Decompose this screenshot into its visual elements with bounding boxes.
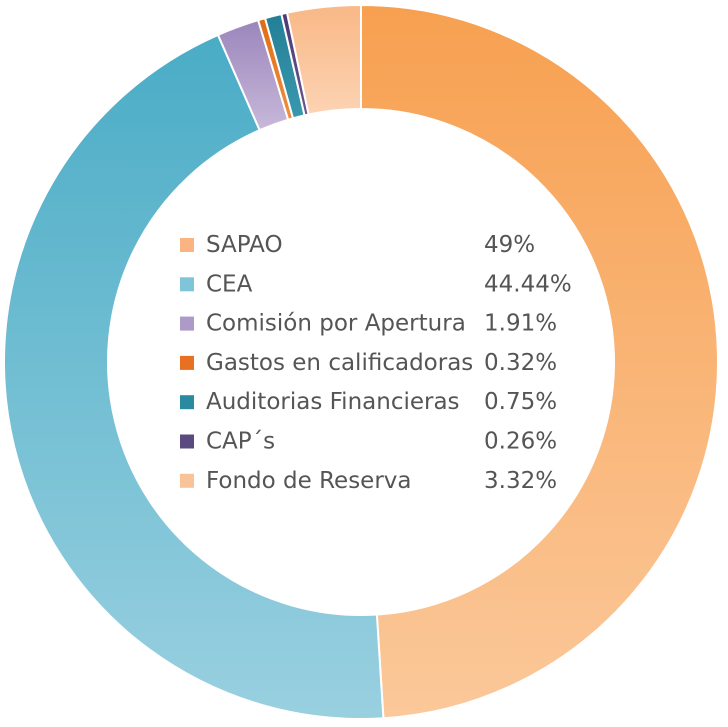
legend-swatch [180,316,194,331]
legend-swatch [180,395,194,410]
legend: SAPAO 49% CEA 44.44% Comisión por Apertura 1.… [180,232,572,494]
legend-label: Comisión por Apertura [206,311,466,337]
legend-item-auditorias-financieras: Auditorias Financieras 0.75% [180,389,557,415]
slice-sapao [360,3,719,720]
legend-item-cap-s: CAP´s 0.26% [180,429,557,455]
legend-value: 0.26% [484,429,557,455]
legend-value: 1.91% [484,311,557,337]
legend-value: 44.44% [484,271,572,297]
legend-value: 0.32% [484,350,557,376]
slice-cea [3,33,385,720]
legend-label: Auditorias Financieras [206,389,460,415]
legend-item-fondo-de-reserva: Fondo de Reserva 3.32% [180,468,557,494]
legend-item-gastos-en-calificadoras: Gastos en calificadoras 0.32% [180,350,557,376]
legend-item-sapao: SAPAO 49% [180,232,535,258]
slice-fondo-de-reserva [285,3,362,116]
legend-label: CAP´s [206,429,275,455]
legend-swatch [180,238,194,252]
legend-value: 0.75% [484,389,557,415]
legend-swatch [180,473,194,488]
legend-item-cea: CEA 44.44% [180,271,572,297]
donut-slices [3,3,719,720]
legend-value: 3.32% [484,468,557,494]
legend-item-comision-por-apertura: Comisión por Apertura 1.91% [180,311,557,337]
legend-label: SAPAO [206,232,283,258]
legend-value: 49% [484,232,535,258]
legend-swatch [180,355,194,370]
legend-label: Fondo de Reserva [206,468,412,494]
legend-label: Gastos en calificadoras [206,350,473,376]
legend-label: CEA [206,271,253,297]
legend-swatch [180,434,194,449]
legend-swatch [180,277,194,292]
